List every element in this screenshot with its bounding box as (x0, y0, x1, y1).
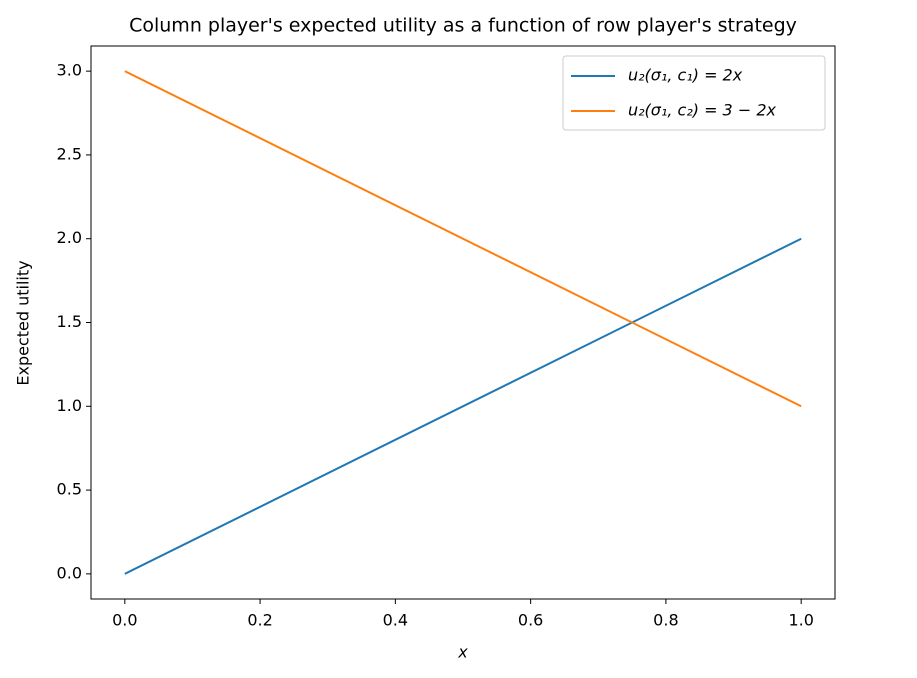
chart-title: Column player's expected utility as a fu… (129, 15, 797, 37)
x-tick-label: 0.4 (383, 611, 408, 630)
y-tick-label: 1.0 (57, 396, 82, 415)
x-tick-label: 0.0 (112, 611, 137, 630)
y-tick-label: 2.5 (57, 144, 82, 163)
y-tick-label: 0.5 (57, 480, 82, 499)
x-tick-label: 0.6 (518, 611, 543, 630)
y-tick-label: 0.0 (57, 563, 82, 582)
x-tick-label: 1.0 (788, 611, 813, 630)
x-tick-label: 0.2 (247, 611, 272, 630)
series-line (124, 237, 802, 575)
legend-box (562, 55, 826, 131)
y-tick-label: 2.0 (57, 228, 82, 247)
x-tick-label: 0.8 (653, 611, 678, 630)
x-axis-label: x (457, 643, 468, 662)
y-tick-label: 1.5 (57, 312, 82, 331)
plot-frame (90, 45, 836, 600)
series-line (124, 70, 802, 408)
y-axis-label: Expected utility (14, 260, 33, 385)
y-tick-label: 3.0 (57, 61, 82, 80)
legend-label: u₂(σ₁, c₂) = 3 − 2x (628, 101, 776, 120)
legend-label: u₂(σ₁, c₁) = 2x (628, 66, 743, 85)
